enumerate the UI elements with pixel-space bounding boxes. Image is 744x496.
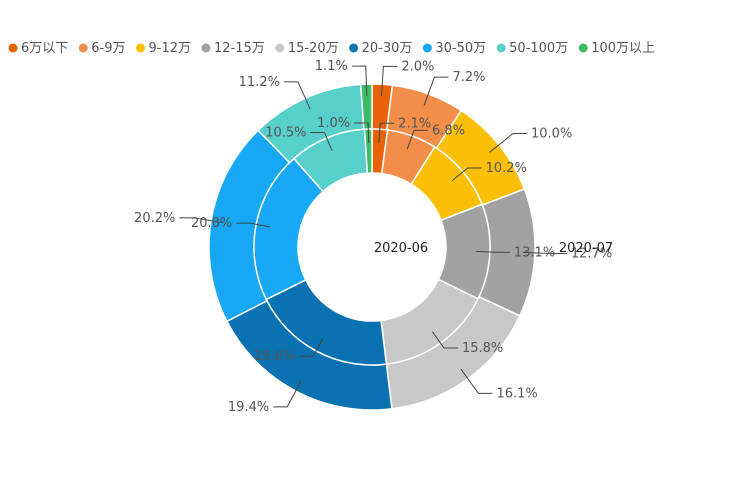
slice-label-inner-4: 15.8% — [462, 341, 503, 356]
inner-ring-2020-06 — [253, 128, 491, 366]
slice-label-outer-0: 2.0% — [401, 59, 434, 74]
leader-line-outer-1 — [423, 76, 449, 106]
slice-label-inner-2: 10.2% — [486, 161, 527, 176]
leader-line-outer-5 — [273, 380, 302, 408]
slice-label-outer-2: 10.0% — [531, 127, 572, 142]
legend: 6万以下 6-9万 9-12万 12-15万 15-20万 20-30万 30-50万 50-… — [8, 41, 655, 56]
legend-label-7[interactable]: 50-100万 — [509, 41, 568, 56]
legend-label-0[interactable]: 6万以下 — [21, 41, 68, 56]
leader-line-inner-4 — [431, 331, 458, 349]
legend-marker-7 — [496, 43, 506, 53]
legend-marker-2 — [136, 43, 146, 53]
leader-line-inner-5 — [299, 338, 324, 357]
legend-marker-5 — [349, 43, 359, 53]
legend-marker-4 — [275, 43, 285, 53]
leader-line-outer-3 — [522, 251, 567, 255]
legend-marker-3 — [201, 43, 211, 53]
leader-line-inner-8 — [354, 122, 370, 144]
legend-label-6[interactable]: 30-50万 — [435, 41, 486, 56]
slice-label-inner-1: 6.8% — [432, 123, 465, 138]
inner-ring-series-name: 2020-06 — [374, 241, 428, 256]
leader-line-outer-8 — [351, 65, 368, 97]
slice-label-outer-5: 19.4% — [228, 400, 269, 415]
label-leader-lines — [179, 65, 567, 408]
legend-marker-8 — [578, 43, 588, 53]
legend-label-2[interactable]: 9-12万 — [149, 41, 192, 56]
slice-label-outer-3: 12.7% — [571, 247, 612, 262]
leader-line-inner-1 — [406, 129, 429, 150]
leader-line-inner-3 — [475, 250, 510, 253]
slice-label-outer-7: 11.2% — [239, 75, 280, 90]
slice-label-outer-8: 1.1% — [315, 59, 348, 74]
legend-label-5[interactable]: 20-30万 — [362, 41, 413, 56]
slice-label-inner-0: 2.1% — [398, 116, 431, 131]
percentage-labels: 2.1% 6.8% 10.2% 13.1% 15.8% 19.6% 20.8% 10.5% 1.… — [134, 59, 612, 415]
slice-label-inner-7: 10.5% — [265, 125, 306, 140]
leader-line-outer-0 — [380, 65, 398, 97]
slice-label-outer-4: 16.1% — [496, 386, 537, 401]
slice-label-inner-3: 13.1% — [514, 245, 555, 260]
legend-label-1[interactable]: 6-9万 — [91, 41, 125, 56]
legend-marker-1 — [78, 43, 88, 53]
slice-label-outer-1: 7.2% — [452, 70, 485, 85]
leader-line-inner-0 — [378, 122, 395, 144]
leader-line-outer-6 — [179, 217, 224, 224]
leader-line-outer-4 — [460, 368, 493, 394]
slice-label-inner-8: 1.0% — [317, 116, 350, 131]
legend-marker-0 — [8, 43, 18, 53]
slice-inner-8 — [363, 128, 373, 174]
legend-label-8[interactable]: 100万以上 — [591, 41, 655, 56]
leader-line-inner-6 — [236, 222, 271, 228]
legend-label-3[interactable]: 12-15万 — [214, 41, 265, 56]
leader-line-outer-2 — [489, 133, 528, 153]
leader-line-outer-7 — [283, 81, 311, 110]
legend-label-4[interactable]: 15-20万 — [288, 41, 339, 56]
leader-line-inner-7 — [310, 131, 333, 152]
slice-label-inner-6: 20.8% — [191, 216, 232, 231]
legend-marker-6 — [422, 43, 432, 53]
slice-label-inner-5: 19.6% — [254, 349, 295, 364]
leader-line-inner-2 — [451, 167, 482, 182]
slice-label-outer-6: 20.2% — [134, 211, 175, 226]
outer-ring-series-name: 2020-07 — [559, 241, 613, 256]
